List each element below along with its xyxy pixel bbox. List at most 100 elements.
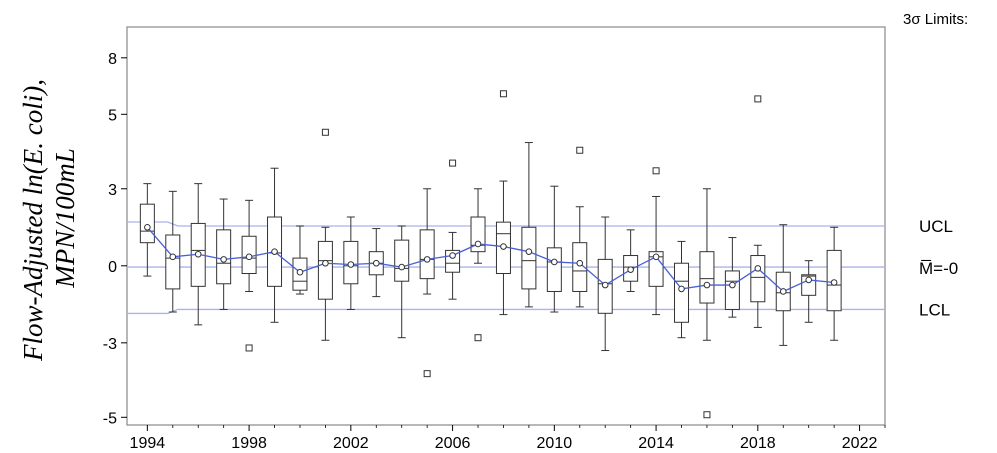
y-axis-title-line1: Flow-Adjusted ln(E. coli), xyxy=(18,79,48,362)
limits-title: 3σ Limits: xyxy=(903,11,968,28)
box-2010 xyxy=(546,185,562,313)
ucl-label: UCL xyxy=(919,217,953,236)
x-axis: 1994 1998 2002 2006 2010 2014 2018 2022 xyxy=(130,425,886,452)
outlier-marker xyxy=(499,90,507,98)
x-tick-label: 2010 xyxy=(537,435,573,452)
box-2011 xyxy=(572,146,588,308)
iqr-box xyxy=(165,234,181,290)
iqr-box xyxy=(394,239,410,282)
y-tick-label: 8 xyxy=(108,51,117,68)
iqr-box xyxy=(470,216,486,253)
iqr-box xyxy=(317,240,333,300)
iqr-box xyxy=(139,203,155,244)
y-tick-label: 0 xyxy=(108,259,117,276)
mean-marker xyxy=(500,243,507,250)
x-tick-label: 2022 xyxy=(842,435,878,452)
y-tick-label: 5 xyxy=(108,107,117,124)
x-tick-label: 2014 xyxy=(638,435,674,452)
outlier-marker xyxy=(576,146,584,154)
outlier-marker xyxy=(652,167,660,175)
box-2016 xyxy=(699,188,715,419)
lcl-label: LCL xyxy=(919,300,950,319)
outlier-marker xyxy=(423,370,431,378)
lcl-line xyxy=(127,308,885,315)
mean-marker xyxy=(372,259,380,267)
box-2006 xyxy=(445,159,461,300)
box-2009 xyxy=(521,142,537,308)
mean-marker xyxy=(754,265,762,272)
box-2000 xyxy=(292,225,308,295)
mean-marker xyxy=(449,252,456,259)
box-2017 xyxy=(724,237,740,318)
x-tick-label: 1994 xyxy=(130,435,166,452)
mean-marker xyxy=(729,281,736,289)
mean-trend-line xyxy=(146,226,835,293)
mean-marker xyxy=(830,279,838,286)
yearly-mean-line xyxy=(144,223,838,295)
mean-marker xyxy=(322,259,329,267)
x-tick-label: 2006 xyxy=(435,435,471,452)
x-tick-label: 2002 xyxy=(333,435,369,452)
iqr-box xyxy=(724,270,740,310)
mean-marker xyxy=(525,248,533,255)
mean-marker xyxy=(296,268,304,276)
mean-marker xyxy=(194,250,202,258)
box-1995 xyxy=(165,190,181,313)
box-2008 xyxy=(495,90,511,316)
box-2007 xyxy=(470,188,486,342)
box-1998 xyxy=(241,199,257,352)
y-axis: 8 5 3 0 -3 -5 xyxy=(103,51,127,427)
x-tick-label: 2018 xyxy=(740,435,776,452)
mean-marker xyxy=(652,253,660,261)
y-tick-label: -3 xyxy=(103,336,117,353)
mean-marker xyxy=(779,288,787,295)
box-1997 xyxy=(216,198,232,310)
mean-marker xyxy=(678,285,685,293)
box-1994 xyxy=(139,183,155,277)
iqr-box xyxy=(699,251,715,304)
box-2015 xyxy=(674,240,690,339)
outlier-marker xyxy=(321,128,329,136)
outlier-marker xyxy=(449,159,457,167)
iqr-box xyxy=(546,247,562,292)
outlier-marker xyxy=(703,411,711,419)
mean-marker xyxy=(398,263,406,271)
mean-marker xyxy=(627,266,634,273)
mean-marker xyxy=(703,281,711,289)
y-axis-title-line2: MPN/100mL xyxy=(50,148,80,289)
mean-label: M̅=-0 xyxy=(919,259,958,278)
outlier-marker xyxy=(245,344,253,352)
mean-marker xyxy=(576,259,584,267)
box-2020 xyxy=(801,260,817,323)
box-2014 xyxy=(648,167,664,316)
box-1999 xyxy=(267,167,283,323)
box-2019 xyxy=(775,224,791,346)
mean-marker xyxy=(423,256,431,263)
mean-marker xyxy=(220,256,227,263)
box-2018 xyxy=(750,95,766,328)
mean-marker xyxy=(347,261,355,268)
mean-marker xyxy=(271,248,278,255)
iqr-box xyxy=(419,229,435,280)
box-2001 xyxy=(317,128,333,341)
mean-marker xyxy=(805,276,812,284)
box-2013 xyxy=(623,229,639,292)
mean-marker xyxy=(474,240,482,248)
mean-marker xyxy=(169,253,177,261)
y-tick-label: 3 xyxy=(108,182,117,199)
x-tick-label: 1998 xyxy=(231,435,267,452)
outlier-marker xyxy=(754,95,762,103)
iqr-box xyxy=(674,262,690,323)
box-2004 xyxy=(394,225,410,339)
outlier-marker xyxy=(474,334,482,342)
mean-marker xyxy=(601,281,609,289)
mean-marker xyxy=(551,258,558,266)
box-2005 xyxy=(419,188,435,378)
iqr-box xyxy=(750,255,766,303)
iqr-box xyxy=(572,242,588,292)
box-plots xyxy=(139,90,842,419)
y-tick-label: -5 xyxy=(103,410,117,427)
mean-marker xyxy=(245,253,253,261)
mean-marker xyxy=(144,223,151,231)
